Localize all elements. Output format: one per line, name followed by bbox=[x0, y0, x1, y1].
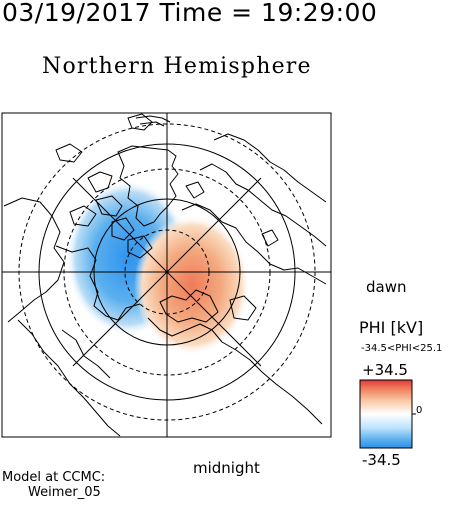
model-credit-line1: Model at CCMC: bbox=[2, 470, 106, 485]
midnight-label: midnight bbox=[193, 459, 260, 477]
colorbar-max-label: +34.5 bbox=[362, 361, 408, 379]
model-credit-line2: Weimer_05 bbox=[28, 485, 101, 500]
coastlines bbox=[3, 113, 327, 437]
colorbar-quantity-label: PHI [kV] bbox=[359, 318, 424, 337]
colorbar-min-label: -34.5 bbox=[362, 451, 401, 469]
positive-potential-cell bbox=[134, 215, 250, 355]
colorbar-range-label: -34.5<PHI<25.1 bbox=[361, 343, 443, 354]
map-frame bbox=[1, 112, 332, 438]
dawn-label: dawn bbox=[366, 278, 407, 296]
timestamp-title: 03/19/2017 Time = 19:29:00 bbox=[2, 0, 378, 27]
colorbar-zero-label: 0 bbox=[416, 405, 423, 416]
meridian-line bbox=[72, 177, 262, 367]
hemisphere-title: Northern Hemisphere bbox=[42, 54, 312, 79]
polar-map bbox=[1, 112, 332, 438]
